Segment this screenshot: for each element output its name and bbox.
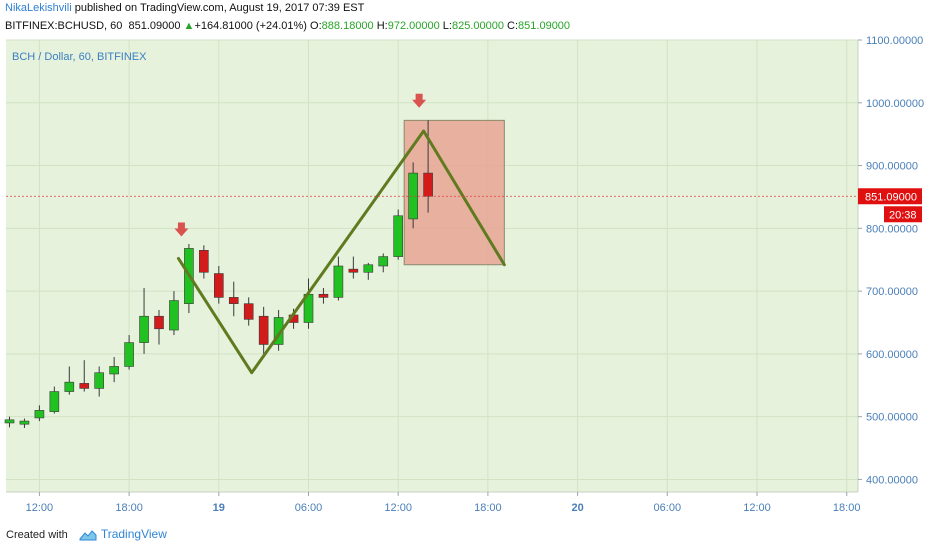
x-tick-label: 18:00 (474, 502, 502, 514)
high-value: 972.00000 (387, 20, 440, 32)
candle-up (139, 315, 149, 343)
created-with-text: Created with (6, 529, 68, 541)
candle-up (64, 381, 75, 392)
y-tick-label: 700.00000 (866, 286, 918, 298)
low-value: 825.00000 (451, 20, 504, 32)
candle-down (228, 297, 239, 304)
candle-down (423, 172, 433, 197)
last-price: 851.09000 (128, 20, 181, 32)
x-tick-label: 20 (571, 502, 583, 514)
open-value: 888.18000 (321, 20, 374, 32)
candle-up (124, 342, 134, 367)
candle-up (94, 372, 104, 389)
y-tick-label: 500.00000 (866, 412, 918, 424)
y-tick-label: 600.00000 (866, 349, 918, 361)
target-zone (403, 119, 505, 266)
published-text: published on TradingView.com, August 19,… (74, 2, 365, 14)
candle-up (378, 256, 389, 267)
x-tick-label: 12:00 (743, 502, 771, 514)
chart-title: BCH / Dollar, 60, BITFINEX (12, 51, 147, 63)
y-tick-label: 1000.00000 (866, 98, 924, 110)
down-arrow-icon (174, 222, 189, 237)
ohlc-header: BITFINEX:BCHUSD, 60 851.09000 ▲+164.8100… (5, 20, 570, 32)
tradingview-logo-icon (79, 530, 97, 541)
open-label: O: (310, 20, 322, 32)
x-tick-label: 19 (213, 502, 225, 514)
time-axis[interactable] (6, 492, 858, 516)
signal-arrows (174, 93, 427, 237)
countdown-tag (884, 206, 922, 223)
x-tick-label: 06:00 (295, 502, 323, 514)
x-tick-label: 12:00 (384, 502, 412, 514)
y-tick-label: 400.00000 (866, 474, 918, 486)
price-axis[interactable] (858, 40, 932, 492)
y-tick-label: 1100.00000 (866, 35, 923, 47)
up-triangle-icon: ▲ (183, 20, 195, 32)
x-tick-label: 18:00 (115, 502, 143, 514)
candle-up (49, 391, 60, 412)
candle-down (154, 315, 164, 330)
candle-down (214, 273, 224, 298)
candle-up (333, 265, 344, 298)
x-tick-label: 06:00 (654, 502, 682, 514)
y-tick-label: 800.00000 (866, 223, 918, 235)
x-tick-label: 12:00 (26, 502, 54, 514)
grid-lines (6, 39, 858, 492)
candle-up (109, 366, 119, 375)
author-link[interactable]: NikaLekishvili (5, 2, 72, 14)
candle-up (169, 300, 179, 331)
x-tick-label: 18:00 (833, 502, 861, 514)
candle-up (34, 410, 45, 419)
plot-background (6, 40, 858, 492)
candle-up (19, 420, 30, 425)
candle-up (363, 264, 374, 273)
low-label: L: (442, 20, 452, 32)
pattern-line (176, 129, 506, 375)
candle-down (258, 315, 269, 345)
candle-down (318, 293, 329, 298)
target-box (403, 119, 505, 266)
candle-up (4, 419, 15, 424)
high-label: H: (376, 20, 388, 32)
change-value: +164.81000 (+24.01%) (194, 20, 307, 32)
price-tag (858, 188, 922, 205)
candle-up (408, 172, 418, 220)
candle-down (79, 383, 90, 389)
pattern-polyline (176, 129, 506, 375)
candle-down (348, 268, 359, 273)
price-axis-ticks: 400.00000 500.00000 600.00000 700.00000 800.… (858, 35, 924, 486)
close-value: 851.09000 (518, 20, 571, 32)
y-tick-label: 900.00000 (866, 161, 918, 173)
publish-info: NikaLekishvili published on TradingView.… (5, 2, 364, 14)
time-axis-ticks: 12:00 18:00 19 06:00 12:00 18:00 20 06:00 12:00 1… (26, 492, 861, 514)
tradingview-brand[interactable]: TradingView (100, 527, 167, 541)
symbol-label: BITFINEX:BCHUSD, 60 (5, 20, 123, 32)
close-label: C: (507, 20, 519, 32)
candle-up (393, 215, 404, 257)
footer: Created with TradingView (6, 527, 167, 541)
price-tag-label: 851.09000 (865, 191, 917, 203)
candle-down (243, 303, 254, 320)
down-arrow-icon (412, 93, 427, 108)
candle-down (199, 250, 209, 273)
countdown-label: 20:38 (889, 209, 917, 221)
